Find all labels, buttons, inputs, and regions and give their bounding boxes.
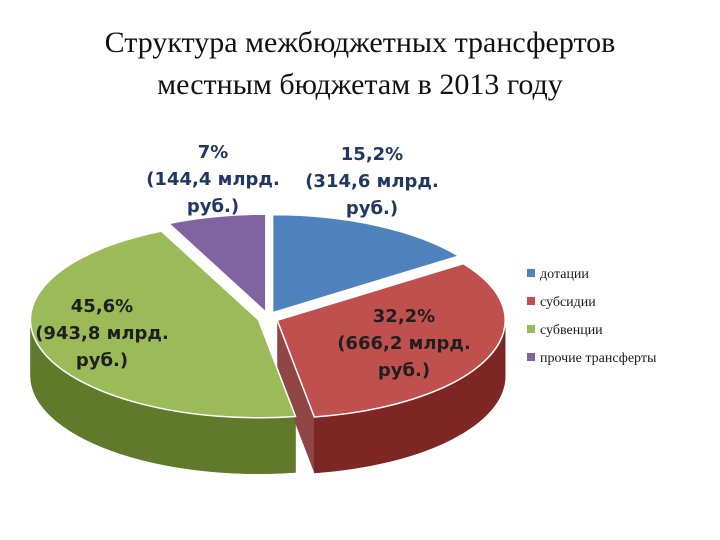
data-label-0: 15,2% (314,6 млрд. руб.) [305, 144, 439, 219]
pie-slice-2 [29, 230, 297, 419]
data-label-2-line-2: руб.) [76, 350, 128, 371]
data-label-0-line-1: (314,6 млрд. [305, 171, 439, 192]
data-label-2-line-0: 45,6% [71, 296, 133, 317]
chart-title-line-2: местным бюджетам в 2013 году [157, 68, 563, 101]
pie-slice-cut-1-1 [277, 320, 315, 474]
chart-title-line-1: Структура межбюджетных трансфертов [104, 26, 616, 59]
data-label-2: 45,6% (943,8 млрд. руб.) [35, 296, 169, 371]
data-label-3-line-2: руб.) [187, 196, 239, 217]
legend-swatch-1 [527, 297, 535, 305]
pie-slice-3 [167, 213, 267, 314]
data-label-0-line-0: 15,2% [341, 144, 403, 165]
data-label-3: 7% (144,4 млрд. руб.) [146, 142, 280, 217]
legend-label-1: субсидии [540, 295, 596, 310]
data-label-1-line-0: 32,2% [373, 306, 435, 327]
chart-title: Структура межбюджетных трансфертов местн… [0, 22, 720, 106]
pie-slices [29, 213, 506, 419]
data-label-1: 32,2% (666,2 млрд. руб.) [337, 306, 471, 381]
legend-label-3: прочие трансферты [540, 351, 657, 366]
data-label-1-line-2: руб.) [378, 360, 430, 381]
legend-label-2: субвенции [540, 323, 603, 338]
pie-slice-0 [271, 213, 461, 314]
legend: дотации субсидии субвенции прочие трансферт… [527, 267, 657, 366]
data-label-2-line-1: (943,8 млрд. [35, 323, 169, 344]
data-label-0-line-2: руб.) [346, 198, 398, 219]
legend-swatch-0 [527, 269, 535, 277]
legend-swatch-3 [527, 353, 535, 361]
legend-label-0: дотации [540, 267, 589, 282]
data-label-1-line-1: (666,2 млрд. [337, 333, 471, 354]
data-labels: 15,2% (314,6 млрд. руб.) 32,2% (666,2 млрд. р… [35, 142, 471, 381]
data-label-3-line-0: 7% [198, 142, 229, 163]
data-label-3-line-1: (144,4 млрд. [146, 169, 280, 190]
legend-swatch-2 [527, 325, 535, 333]
pie-slice-1 [276, 262, 506, 418]
